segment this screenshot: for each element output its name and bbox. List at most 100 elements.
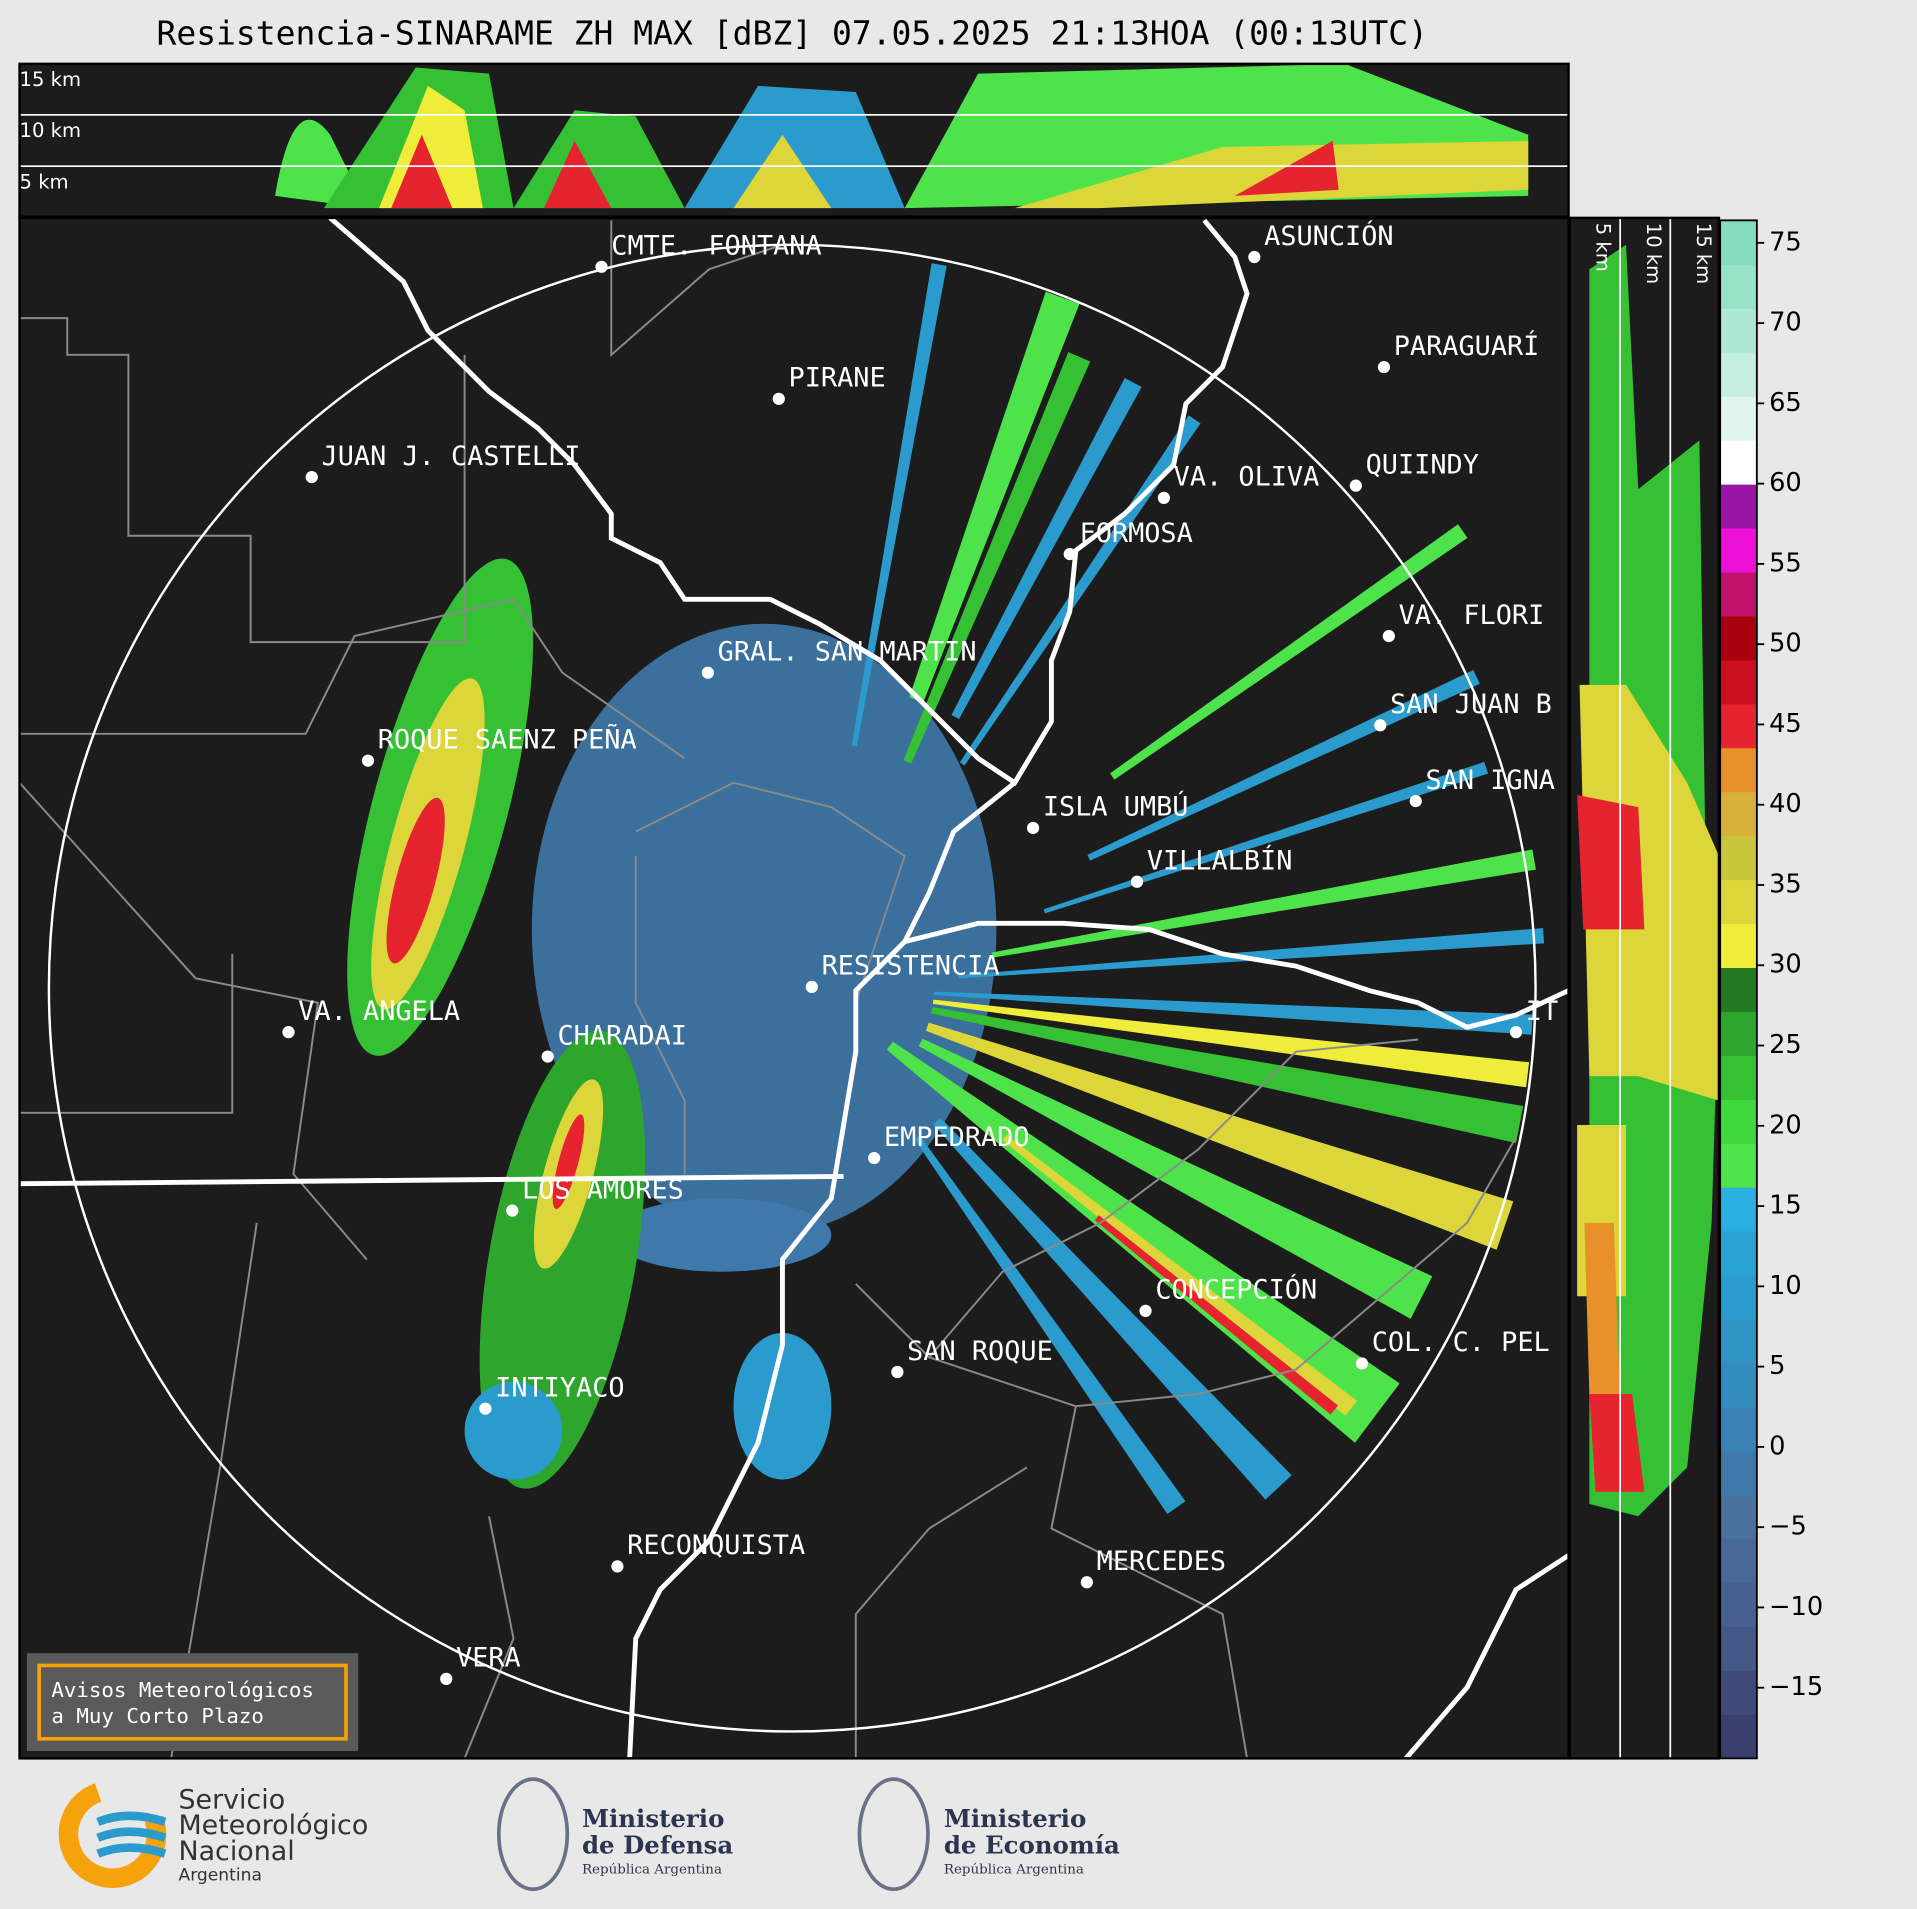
logo-text: Ministerio bbox=[582, 1804, 724, 1833]
echo-beam bbox=[1094, 1215, 1339, 1415]
place-label: RECONQUISTA bbox=[627, 1530, 805, 1561]
colorbar-tick-label: 45 bbox=[1769, 709, 1802, 739]
height-label: 5 km bbox=[1592, 223, 1615, 272]
echo-beam bbox=[991, 849, 1536, 958]
place-dot bbox=[506, 1204, 519, 1217]
colorbar-tick-label: 35 bbox=[1769, 869, 1802, 899]
title: Resistencia-SINARAME ZH MAX [dBZ] 07.05.… bbox=[156, 13, 1428, 52]
place-label: VA. ANGELA bbox=[298, 996, 460, 1027]
colorbar-tick-label: 55 bbox=[1769, 548, 1802, 578]
place-label: VERA bbox=[456, 1643, 521, 1674]
colorbar-step bbox=[1720, 1231, 1757, 1276]
colorbar-step bbox=[1720, 352, 1757, 397]
notice-line: Avisos Meteorológicos bbox=[51, 1678, 314, 1702]
colorbar-step bbox=[1720, 747, 1757, 793]
colorbar-step bbox=[1720, 1055, 1757, 1100]
colorbar-tick-label: 30 bbox=[1769, 950, 1802, 980]
echo-beam bbox=[903, 352, 1091, 764]
notice-box bbox=[26, 1653, 359, 1752]
colorbar-step bbox=[1720, 1494, 1757, 1540]
place-dot bbox=[1382, 629, 1395, 643]
colorbar-step bbox=[1720, 835, 1757, 881]
place-label: PIRANE bbox=[789, 363, 886, 394]
colorbar-step bbox=[1720, 1406, 1757, 1452]
height-label: 15 km bbox=[20, 68, 81, 91]
place-label: EMPEDRADO bbox=[884, 1122, 1030, 1153]
echo-beam bbox=[951, 377, 1142, 720]
top-section bbox=[19, 63, 1569, 217]
place-dot bbox=[1080, 1576, 1093, 1589]
logo-text: Ministerio bbox=[944, 1804, 1086, 1833]
logo-text: Argentina bbox=[178, 1866, 261, 1886]
notice-line: a Muy Corto Plazo bbox=[51, 1704, 264, 1728]
logo-text: de Defensa bbox=[582, 1831, 733, 1860]
echo-beam bbox=[931, 1007, 1524, 1144]
place-dot bbox=[1509, 1026, 1523, 1039]
coat-of-arms bbox=[857, 1777, 930, 1891]
colorbar-frame bbox=[1719, 219, 1758, 1760]
colorbar-tick-label: 0 bbox=[1769, 1431, 1785, 1461]
place-dot bbox=[1026, 821, 1040, 835]
echo-beam bbox=[1087, 669, 1480, 861]
colorbar-step bbox=[1720, 1099, 1757, 1144]
colorbar-tick-label: 50 bbox=[1769, 629, 1802, 659]
place-dot bbox=[868, 1151, 881, 1165]
place-label: MERCEDES bbox=[1097, 1546, 1226, 1577]
colorbar-step bbox=[1720, 1362, 1757, 1408]
place-label: COL. C. PEL bbox=[1372, 1327, 1550, 1358]
colorbar-tick-label: 5 bbox=[1769, 1351, 1785, 1381]
place-label: FORMOSA bbox=[1080, 518, 1193, 549]
place-label: JUAN J. CASTELLI bbox=[322, 441, 581, 472]
place-label: SAN JUAN B bbox=[1390, 689, 1552, 720]
colorbar-step bbox=[1720, 791, 1757, 837]
colorbar-step bbox=[1720, 1582, 1757, 1628]
place-dot bbox=[1355, 1357, 1369, 1370]
place-dot bbox=[1374, 719, 1387, 732]
place-label: ISLA UMBÚ bbox=[1043, 791, 1189, 823]
place-dot bbox=[611, 1560, 624, 1573]
colorbar-step bbox=[1720, 440, 1757, 485]
coat-of-arms bbox=[496, 1777, 570, 1891]
height-label: 10 km bbox=[20, 119, 81, 142]
colorbar-step bbox=[1720, 703, 1757, 749]
colorbar-step bbox=[1720, 1011, 1757, 1056]
colorbar-step bbox=[1720, 571, 1757, 617]
notice-border bbox=[37, 1663, 348, 1741]
colorbar-step bbox=[1720, 308, 1757, 353]
map: CMTE. FONTANA PIRANE JUAN J. CASTELLI ASUNC… bbox=[19, 217, 1569, 1759]
colorbar-tick-label: 60 bbox=[1769, 468, 1802, 498]
place-dot bbox=[1139, 1304, 1152, 1317]
place-dot bbox=[440, 1672, 453, 1685]
place-label: VA. OLIVA bbox=[1174, 462, 1320, 493]
echo-beam bbox=[1043, 761, 1489, 914]
colorbar-step bbox=[1720, 1318, 1757, 1364]
places: CMTE. FONTANA PIRANE JUAN J. CASTELLI ASUNC… bbox=[282, 220, 1558, 1685]
echo-beam bbox=[932, 999, 1530, 1088]
colorbar-tick-label: 10 bbox=[1769, 1271, 1802, 1301]
place-dot bbox=[479, 1402, 492, 1415]
place-dot bbox=[1409, 794, 1422, 808]
colorbar-step bbox=[1720, 527, 1757, 573]
colorbar-step bbox=[1720, 1450, 1757, 1496]
colorbar-step bbox=[1720, 659, 1757, 705]
place-dot bbox=[701, 666, 714, 679]
smn-logo-waves bbox=[96, 1811, 167, 1858]
place-dot bbox=[805, 980, 818, 994]
colorbar-tick-label: 40 bbox=[1769, 789, 1802, 819]
colorbar-step bbox=[1720, 396, 1757, 441]
place-label: CONCEPCIÓN bbox=[1155, 1274, 1317, 1306]
place-dot bbox=[1157, 491, 1171, 504]
logo-text: Meteorológico bbox=[178, 1810, 368, 1841]
colorbar-tick-label: 70 bbox=[1769, 308, 1802, 338]
colorbar-step bbox=[1720, 1670, 1757, 1716]
echo-beam bbox=[914, 1135, 1186, 1514]
place-dot bbox=[282, 1026, 295, 1039]
place-dot bbox=[1349, 479, 1362, 492]
place-label: INTIYACO bbox=[495, 1372, 624, 1403]
rivers bbox=[19, 217, 1569, 1759]
echo-beam bbox=[909, 291, 1080, 703]
colorbar-tick-label: 20 bbox=[1769, 1110, 1802, 1140]
